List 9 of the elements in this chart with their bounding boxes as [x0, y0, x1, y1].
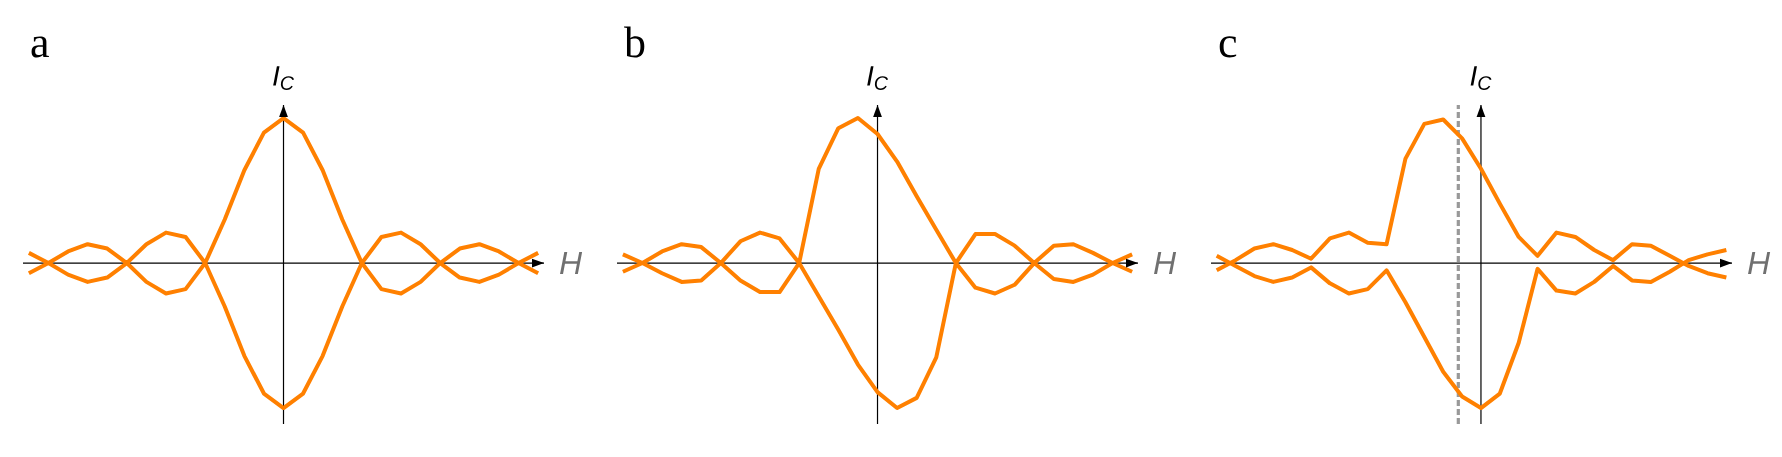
y-axis-title: I$_{C}$ [1470, 66, 1492, 90]
y-axis-title: I$_{C}$ [867, 66, 889, 90]
chart-title: b [624, 26, 645, 58]
x-axis-title: H [560, 252, 583, 275]
y-axis-title: I$_{C}$ [273, 66, 295, 90]
chart-title: a [31, 36, 49, 58]
x-axis-title: H [1154, 252, 1177, 275]
x-axis-title: H [1748, 252, 1771, 275]
chart-title: c [1219, 36, 1237, 58]
